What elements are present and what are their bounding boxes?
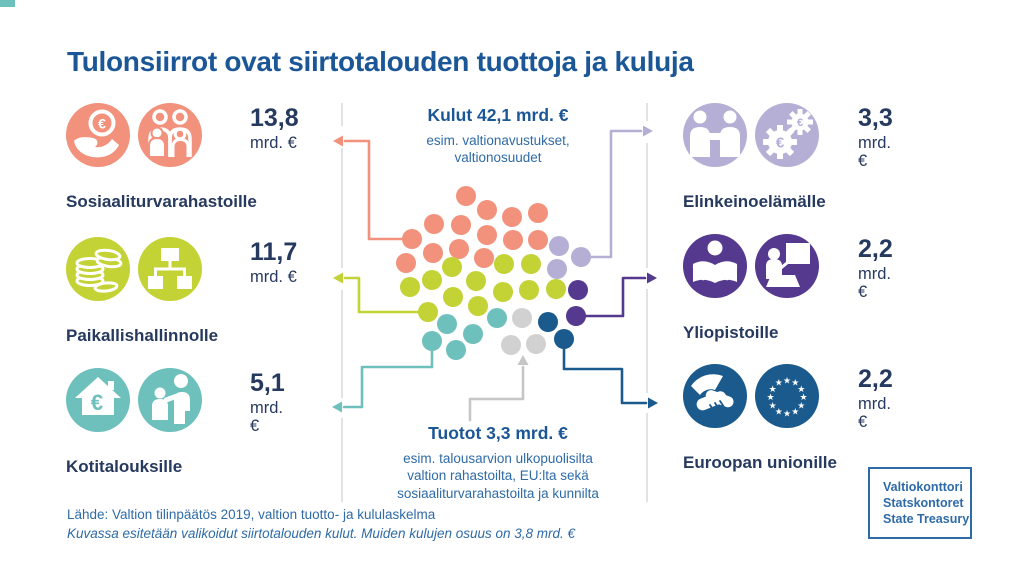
svg-text:€: € xyxy=(98,116,106,132)
logo-line-fi: Valtiokonttori xyxy=(883,479,963,494)
house-euro-icon: € xyxy=(66,368,130,432)
expenses-subtitle-line: esim. valtionavustukset, xyxy=(426,133,570,148)
handshake-people-icon xyxy=(683,103,747,167)
svg-text:★: ★ xyxy=(783,409,791,419)
eu-stars-icon: ★ ★ ★ ★ ★ ★ ★ ★ ★ ★ ★ ★ xyxy=(755,364,819,428)
svg-text:★: ★ xyxy=(769,400,777,410)
svg-text:★: ★ xyxy=(791,378,799,388)
value-kotitaloudet: 5,1 xyxy=(250,369,285,397)
value-paikallishallinto: 11,7 xyxy=(250,238,298,266)
item-elinkeinoelama: € € xyxy=(683,103,893,214)
svg-text:★: ★ xyxy=(775,406,783,416)
item-eu: ★ ★ ★ ★ ★ ★ ★ ★ ★ ★ ★ ★ 2,2 mrd. € Euroopan un… xyxy=(683,364,893,475)
org-chart-icon xyxy=(138,237,202,301)
svg-text:€: € xyxy=(797,117,803,129)
svg-text:★: ★ xyxy=(783,376,791,386)
handshake-icon xyxy=(683,364,747,428)
income-subtitle-line: sosiaaliturvarahastoilta ja kunnilta xyxy=(397,485,599,501)
item-kotitaloudet: € 5,1 mrd. € Kotitalouksille xyxy=(66,368,285,479)
svg-text:★: ★ xyxy=(775,378,783,388)
income-title: Tuotot 3,3 mrd. € xyxy=(428,423,568,443)
note-line: Kuvassa esitetään valikoidut siirtotalou… xyxy=(67,525,576,541)
svg-text:★: ★ xyxy=(797,384,805,394)
income-subtitle-line: esim. talousarvion ulkopuolisilta xyxy=(403,451,593,466)
svg-text:★: ★ xyxy=(791,406,799,416)
value-yliopistot: 2,2 xyxy=(858,235,893,263)
value-sosiaaliturvarahastot: 13,8 xyxy=(250,104,299,132)
label-yliopistot: Yliopistoille xyxy=(683,323,779,342)
source-note: Lähde: Valtion tilinpäätös 2019, valtion… xyxy=(67,506,575,543)
unit-label: mrd. € xyxy=(858,395,891,431)
label-sosiaaliturvarahastot: Sosiaaliturvarahastoille xyxy=(66,192,257,211)
state-treasury-logo: Valtiokonttori Statskontoret State Treas… xyxy=(868,467,972,539)
gears-euro-icon: € € xyxy=(755,103,819,167)
svg-text:★: ★ xyxy=(769,384,777,394)
logo-line-sv: Statskontoret xyxy=(883,495,964,510)
income-subtitle-line: valtion rahastoilta, EU:lta sekä xyxy=(407,468,589,484)
euro-hand-icon: € xyxy=(66,103,130,167)
unit-label: mrd. € xyxy=(250,268,297,287)
logo-line-en: State Treasury xyxy=(883,512,970,527)
page-title: Tulonsiirrot ovat siirtotalouden tuottoj… xyxy=(67,46,694,77)
reader-icon xyxy=(683,234,747,298)
unit-label: mrd. € xyxy=(858,134,891,170)
adult-child-icon xyxy=(138,368,202,432)
item-paikallishallinto: 11,7 mrd. € Paikallishallinnolle xyxy=(66,237,297,348)
label-elinkeinoelama: Elinkeinoelämälle xyxy=(683,192,826,211)
source-line: Lähde: Valtion tilinpäätös 2019, valtion… xyxy=(67,507,436,522)
family-icon xyxy=(138,103,202,167)
coins-icon xyxy=(66,237,130,301)
unit-label: mrd. € xyxy=(858,265,891,301)
svg-text:★: ★ xyxy=(799,392,807,402)
svg-text:★: ★ xyxy=(766,392,774,402)
unit-label: mrd. € xyxy=(250,399,283,435)
value-elinkeinoelama: 3,3 xyxy=(858,104,893,132)
svg-text:€: € xyxy=(776,135,785,152)
label-kotitaloudet: Kotitalouksille xyxy=(66,457,183,476)
svg-text:€: € xyxy=(91,390,103,415)
teacher-icon xyxy=(755,234,819,298)
label-eu: Euroopan unionille xyxy=(683,453,837,472)
item-yliopistot: 2,2 mrd. € Yliopistoille xyxy=(683,234,893,345)
unit-label: mrd. € xyxy=(250,134,297,153)
expenses-block: Kulut 42,1 mrd. € esim. valtionavustukse… xyxy=(368,105,628,167)
expenses-subtitle-line: valtionosuudet xyxy=(454,150,542,166)
expenses-title: Kulut 42,1 mrd. € xyxy=(427,105,569,125)
svg-text:★: ★ xyxy=(797,400,805,410)
income-block: Tuotot 3,3 mrd. € esim. talousarvion ulk… xyxy=(368,423,628,502)
value-eu: 2,2 xyxy=(858,365,893,393)
label-paikallishallinto: Paikallishallinnolle xyxy=(66,326,219,345)
item-sosiaaliturvarahastot: € 13,8 mrd. € xyxy=(66,103,299,214)
corner-accent xyxy=(0,0,15,7)
